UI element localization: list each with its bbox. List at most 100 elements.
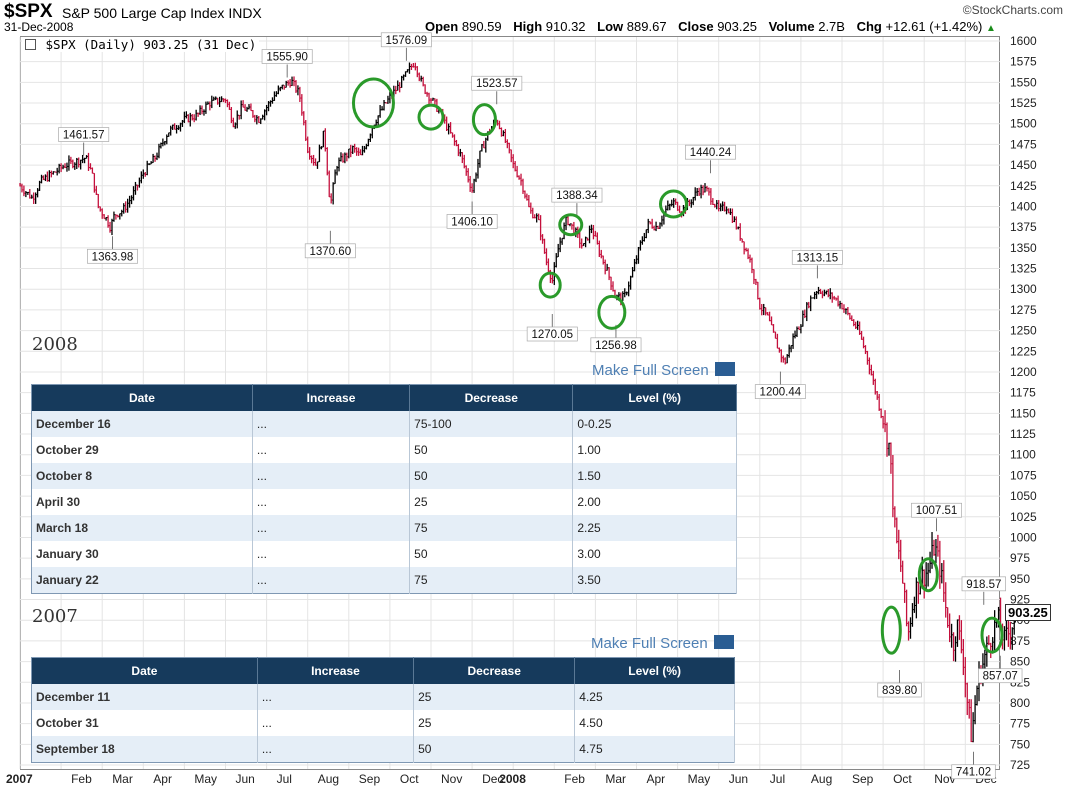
value-label: 1363.98	[92, 251, 134, 263]
x-tick-label: Oct	[400, 772, 419, 786]
y-tick-label: 1600	[1010, 34, 1037, 48]
y-tick-label: 850	[1010, 655, 1030, 669]
symbol: $SPX	[4, 1, 53, 22]
table-cell: 4.25	[574, 684, 735, 710]
x-tick-label: Jun	[236, 772, 255, 786]
x-tick-label: Sep	[852, 772, 874, 786]
y-tick-label: 1425	[1010, 179, 1037, 193]
stockcharts-logo[interactable]: ©StockCharts.com	[962, 3, 1063, 17]
x-tick-label: Nov	[441, 772, 462, 786]
y-tick-label: 1125	[1010, 427, 1036, 441]
value-label: 1523.57	[476, 78, 518, 90]
close-value: 903.25	[717, 19, 757, 34]
table-cell: ...	[257, 736, 415, 763]
table-row: December 11... 25 4.25	[31, 684, 735, 710]
column-header: Increase	[252, 384, 411, 411]
table-row: March 18... 75 2.25	[31, 515, 737, 541]
x-tick-label: Jul	[770, 772, 785, 786]
value-label: 1370.60	[310, 246, 352, 258]
make-full-screen-link-2008[interactable]: Make Full Screen	[592, 362, 735, 379]
y-tick-label: 1375	[1010, 220, 1037, 234]
chart-legend: $SPX (Daily) 903.25 (31 Dec)	[22, 37, 260, 52]
fullscreen-icon	[714, 362, 735, 376]
table-cell: ...	[252, 567, 411, 594]
make-full-screen-label: Make Full Screen	[591, 635, 708, 652]
x-tick-label: Mar	[605, 772, 626, 786]
value-label-box	[304, 243, 356, 259]
low-label: Low	[597, 19, 624, 34]
annotation-circle	[417, 103, 445, 131]
annotation-circle	[597, 294, 627, 330]
make-full-screen-link-2007[interactable]: Make Full Screen	[591, 635, 734, 652]
table-cell: 3.00	[572, 541, 737, 567]
value-label-box	[526, 326, 578, 342]
low-value: 889.67	[626, 19, 667, 34]
annotation-circle	[917, 557, 939, 593]
make-full-screen-label: Make Full Screen	[592, 362, 709, 379]
x-tick-label: Jun	[729, 772, 748, 786]
value-label-box	[590, 337, 642, 353]
value-label-box	[261, 49, 313, 64]
value-label: 741.02	[956, 767, 991, 779]
y-tick-label: 725	[1010, 758, 1030, 772]
value-label-box	[951, 764, 996, 780]
y-tick-label: 1575	[1010, 55, 1037, 69]
table-cell: 25	[409, 489, 574, 515]
table-cell: March 18	[31, 515, 253, 541]
x-tick-label: Mar	[112, 772, 133, 786]
value-label: 1007.51	[916, 505, 958, 517]
high-value: 910.32	[545, 19, 586, 34]
value-label-box	[446, 214, 498, 229]
y-tick-label: 1025	[1010, 510, 1037, 524]
table-header-row: Date Increase Decrease Level (%)	[31, 384, 737, 411]
annotation-circle	[980, 616, 1004, 654]
y-tick-label: 1225	[1010, 344, 1037, 358]
column-header: Decrease	[413, 657, 576, 684]
exchange: INDX	[228, 5, 262, 21]
y-tick-label: 1000	[1010, 530, 1037, 544]
value-label: 1461.57	[63, 130, 105, 142]
value-label: 1388.34	[556, 190, 598, 202]
table-cell: ...	[252, 411, 411, 437]
x-tick-label: Apr	[647, 772, 666, 786]
column-header: Level (%)	[574, 657, 735, 684]
value-label: 839.80	[882, 685, 917, 697]
value-label: 1200.44	[760, 387, 802, 399]
table-cell: ...	[257, 684, 415, 710]
value-label-box	[877, 682, 922, 698]
annotation-circle	[351, 77, 395, 129]
table-cell: ...	[252, 541, 411, 567]
table-row: October 8... 50 1.50	[31, 463, 737, 489]
table-cell: October 8	[31, 463, 253, 489]
y-tick-label: 1100	[1010, 448, 1036, 462]
table-cell: 75	[409, 567, 574, 594]
column-header: Decrease	[409, 384, 574, 411]
y-tick-label: 1050	[1010, 489, 1037, 503]
chg-label: Chg	[856, 19, 882, 34]
chart-date: 31-Dec-2008	[4, 20, 74, 34]
table-row: September 18... 50 4.75	[31, 736, 735, 763]
table-cell: 1.50	[572, 463, 737, 489]
table-cell: January 22	[31, 567, 253, 594]
table-header-row: Date Increase Decrease Level (%)	[31, 657, 735, 684]
x-tick-label: Aug	[318, 772, 339, 786]
column-header: Date	[31, 657, 258, 684]
table-cell: 75-100	[409, 411, 574, 437]
y-tick-label: 1475	[1010, 137, 1037, 151]
y-tick-label: 950	[1010, 572, 1030, 586]
ohlc-readout: Open 890.59 High 910.32 Low 889.67 Close…	[425, 19, 996, 34]
value-label-box	[87, 248, 138, 264]
y-tick-label: 975	[1010, 551, 1030, 565]
y-tick-label: 1400	[1010, 199, 1037, 213]
table-row: January 30... 50 3.00	[31, 541, 737, 567]
chart-header: $SPX S&P 500 Large Cap Index INDX 31-Dec…	[0, 0, 1071, 36]
annotation-circle	[880, 605, 902, 655]
column-header: Date	[31, 384, 253, 411]
table-row: October 29... 50 1.00	[31, 437, 737, 463]
index-description: S&P 500 Large Cap Index INDX	[62, 5, 262, 21]
x-tick-label: Feb	[71, 772, 92, 786]
value-label-box	[551, 187, 603, 203]
table-cell: December 16	[31, 411, 253, 437]
y-tick-label: 750	[1010, 737, 1030, 751]
annotation-circle	[558, 213, 584, 237]
